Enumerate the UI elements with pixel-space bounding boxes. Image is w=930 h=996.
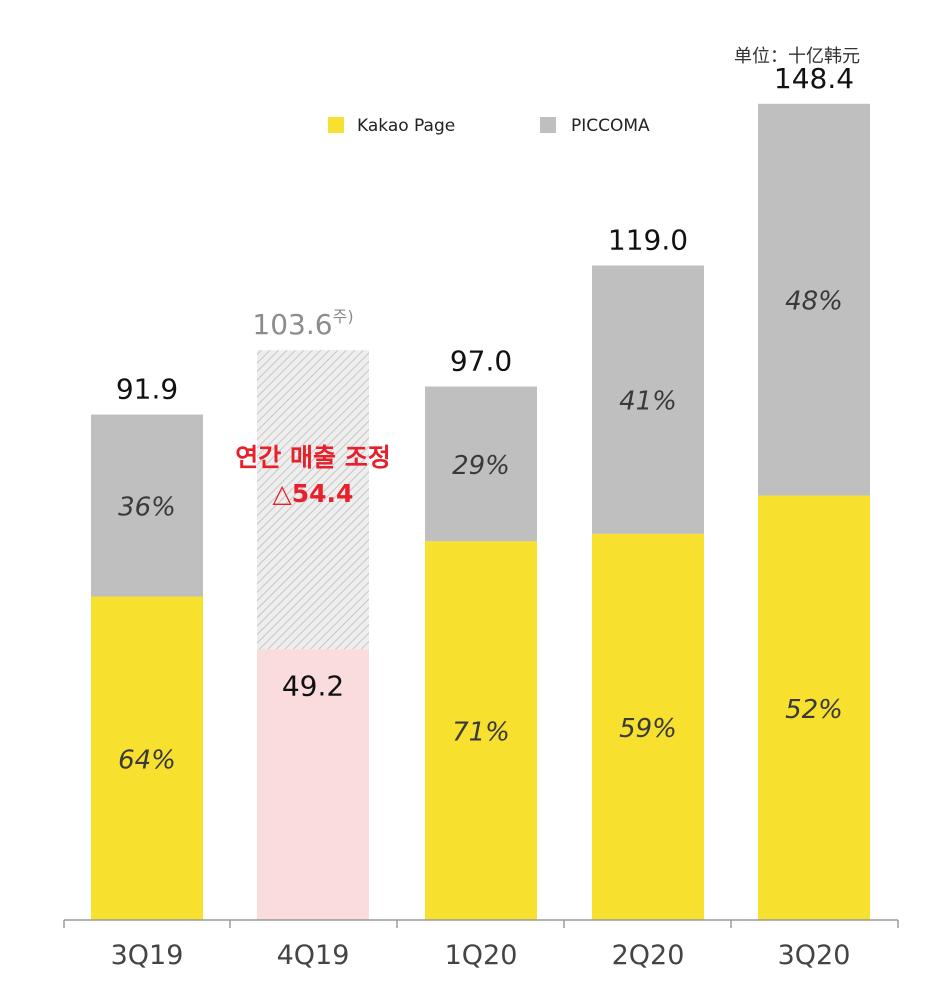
bar-3q19-piccoma	[91, 414, 203, 597]
x-tick-3q20: 3Q20	[778, 940, 851, 971]
x-tick-2q20: 2Q20	[612, 940, 685, 971]
bar-4q19-actual-label: 49.2	[282, 669, 344, 702]
adjustment-note-line2: △54.4	[273, 479, 354, 508]
bar-3q20-piccoma	[758, 103, 870, 496]
bar-3q20-piccoma-pct: 48%	[785, 287, 843, 317]
bar-3q19-kakao-page-pct: 64%	[118, 745, 176, 775]
legend-label-kakao-page: Kakao Page	[357, 116, 455, 136]
legend-label-piccoma: PICCOMA	[571, 116, 650, 136]
bar-1q20-piccoma-pct: 29%	[452, 451, 510, 481]
bar-2q20-kakao-page	[592, 533, 704, 920]
total-label-4q19-footnote: 주)	[333, 307, 354, 326]
total-label-2q20: 119.0	[608, 224, 688, 257]
bar-3q20-kakao-page	[758, 495, 870, 920]
bar-3q20-kakao-page-pct: 52%	[785, 695, 843, 725]
x-tick-3q19: 3Q19	[111, 940, 184, 971]
adjustment-note: 연간 매출 조정 △54.4	[235, 443, 390, 508]
legend-swatch-piccoma	[540, 117, 556, 133]
x-tick-4q19: 4Q19	[277, 940, 350, 971]
bar-1q20-kakao-page-pct: 71%	[452, 718, 510, 748]
bar-4q19-adjusted-portion	[257, 350, 369, 650]
total-label-1q20: 97.0	[450, 345, 512, 378]
bar-2q20-kakao-page-pct: 59%	[619, 714, 677, 744]
unit-label: 单位：十亿韩元	[734, 46, 860, 67]
total-label-3q19: 91.9	[116, 373, 178, 406]
bar-3q19-piccoma-pct: 36%	[118, 493, 176, 523]
bar-labels: 64% 36% 91.9 49.2 103.6주) 71% 29% 97.0 59% 41% 119…	[116, 62, 854, 775]
x-tick-1q20: 1Q20	[445, 940, 518, 971]
total-label-3q20: 148.4	[774, 62, 854, 95]
bar-1q20-kakao-page	[425, 541, 537, 920]
total-label-4q19: 103.6주)	[252, 307, 353, 341]
x-axis: 3Q19 4Q19 1Q20 2Q20 3Q20	[63, 919, 899, 971]
legend-swatch-kakao-page	[328, 117, 344, 133]
adjustment-note-line1: 연간 매출 조정	[235, 443, 390, 472]
bar-3q19-kakao-page	[91, 596, 203, 920]
bar-2q20-piccoma-pct: 41%	[619, 387, 677, 417]
bar-4q19-actual	[257, 649, 369, 920]
bars	[91, 103, 870, 920]
legend: Kakao Page PICCOMA	[328, 116, 650, 136]
bar-1q20-piccoma	[425, 386, 537, 542]
bar-2q20-piccoma	[592, 265, 704, 534]
